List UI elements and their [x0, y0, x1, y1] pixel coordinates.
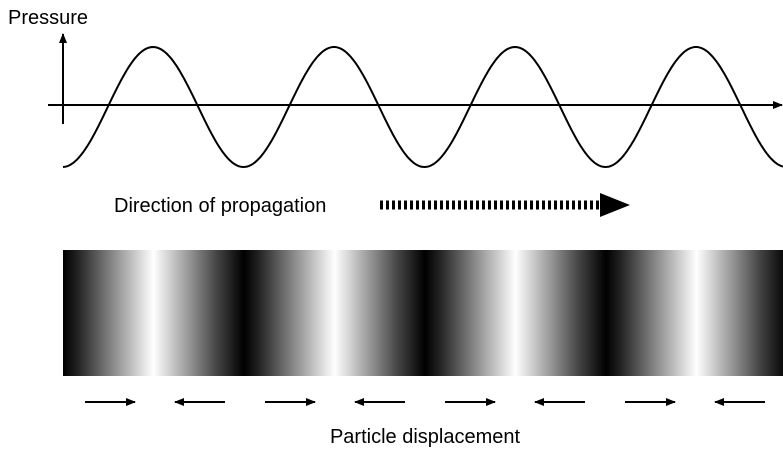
displacement-label: Particle displacement	[330, 426, 521, 448]
compression-band	[63, 250, 783, 376]
pressure-wave	[62, 45, 783, 169]
direction-arrow-head	[600, 193, 630, 217]
pressure-label: Pressure	[8, 7, 88, 29]
direction-label: Direction of propagation	[114, 195, 326, 217]
